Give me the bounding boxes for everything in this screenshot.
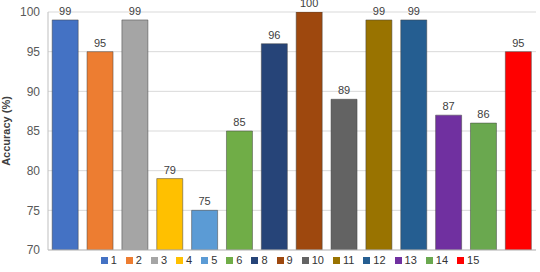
svg-text:95: 95 — [27, 45, 41, 59]
html-text:6: 6 — [236, 254, 243, 266]
html-text:11: 11 — [342, 254, 355, 266]
html-text:10: 10 — [311, 254, 324, 266]
html-text:9: 9 — [286, 254, 293, 266]
html-text:13: 13 — [404, 254, 417, 266]
svg-text:99: 99 — [129, 5, 141, 17]
svg-text:86: 86 — [477, 108, 489, 120]
svg-text:89: 89 — [338, 84, 350, 96]
html-text:8: 8 — [261, 254, 268, 266]
svg-text:100: 100 — [300, 0, 318, 9]
html-text:15: 15 — [467, 254, 480, 266]
svg-text:99: 99 — [373, 5, 385, 17]
svg-text:85: 85 — [27, 124, 41, 138]
html-text:3: 3 — [160, 254, 167, 266]
html-text:12: 12 — [373, 254, 386, 266]
html-text:14: 14 — [435, 254, 449, 266]
svg-text:79: 79 — [164, 164, 176, 176]
svg-text:80: 80 — [27, 164, 41, 178]
svg-text:99: 99 — [59, 5, 71, 17]
html-text:2: 2 — [135, 254, 142, 266]
svg-text:85: 85 — [233, 116, 245, 128]
svg-text:75: 75 — [27, 204, 41, 218]
html-text:1: 1 — [110, 254, 117, 266]
svg-text:Accuracy (%): Accuracy (%) — [8, 96, 12, 166]
svg-text:95: 95 — [94, 37, 106, 49]
svg-text:70: 70 — [27, 243, 41, 257]
svg-text:95: 95 — [512, 37, 524, 49]
svg-text:87: 87 — [442, 100, 454, 112]
svg-text:96: 96 — [268, 29, 280, 41]
html-text:5: 5 — [211, 254, 218, 266]
svg-text:99: 99 — [408, 5, 420, 17]
svg-text:100: 100 — [20, 5, 40, 19]
svg-text:90: 90 — [27, 85, 41, 99]
svg-text:75: 75 — [198, 195, 210, 207]
html-text:4: 4 — [186, 254, 193, 266]
